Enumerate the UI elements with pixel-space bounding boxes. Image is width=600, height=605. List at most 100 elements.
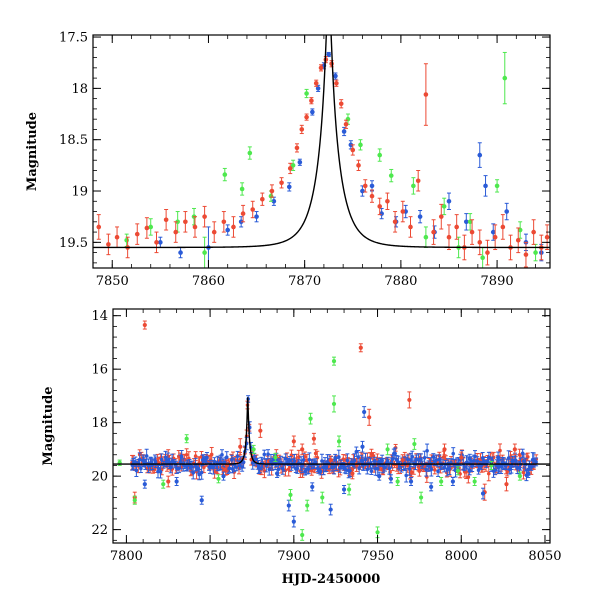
top-data-point <box>221 211 227 233</box>
bottom-band-point <box>278 455 283 469</box>
bottom-data-point <box>331 356 337 366</box>
bottom-data-point <box>238 438 243 456</box>
top-data-point <box>154 231 159 254</box>
top-data-point <box>290 159 296 171</box>
top-data-point <box>254 211 259 223</box>
bottom-data-point <box>377 471 382 481</box>
top-data-point <box>338 99 344 109</box>
bottom-band-point <box>404 468 409 483</box>
top-data-point <box>334 79 339 87</box>
top-data-point <box>446 192 452 210</box>
top-data-point <box>502 51 508 105</box>
top-panel-data <box>93 35 550 268</box>
bottom-band-point <box>424 462 429 477</box>
bottom-panel-ticks: 7800 7850 7900 7950 8000 8050 14 16 18 20 22 <box>91 309 562 564</box>
top-data-point <box>477 229 483 256</box>
bottom-band-point <box>424 470 429 483</box>
bottom-data-point <box>358 343 363 353</box>
top-data-point <box>523 241 529 268</box>
top-panel-frame <box>92 34 551 269</box>
top-data-point <box>318 64 324 72</box>
bottom-data-point <box>288 489 293 501</box>
bottom-x-tick-label: 7900 <box>277 549 310 564</box>
top-data-point <box>358 139 363 151</box>
top-x-tick-label: 7870 <box>288 274 321 289</box>
bottom-y-axis-title: Magnitude <box>41 386 56 465</box>
bottom-data-point <box>308 412 313 425</box>
bottom-data-point <box>395 476 400 487</box>
bottom-band-point <box>295 462 300 474</box>
top-data-point <box>287 162 293 175</box>
bottom-band-point <box>425 443 430 458</box>
top-data-point <box>480 246 485 268</box>
bottom-data-point <box>341 485 347 495</box>
top-data-point <box>304 88 309 99</box>
bottom-data-point <box>407 391 412 409</box>
top-data-point <box>299 124 305 135</box>
top-data-point <box>485 239 490 266</box>
top-data-point <box>225 224 230 236</box>
top-data-point <box>96 214 102 240</box>
bottom-data-point <box>258 423 263 438</box>
top-data-point <box>313 79 319 87</box>
top-data-point <box>304 113 309 121</box>
top-x-tick-label: 7890 <box>481 274 514 289</box>
top-data-point <box>124 233 129 247</box>
top-data-point <box>463 213 469 231</box>
bottom-data-point <box>310 482 315 492</box>
top-data-point <box>515 227 521 254</box>
bottom-band-point <box>153 456 158 469</box>
top-data-point <box>341 126 347 137</box>
bottom-data-point <box>417 464 422 477</box>
top-data-point <box>377 197 383 216</box>
bottom-data-point <box>142 479 147 489</box>
top-data-point <box>438 203 444 230</box>
bottom-data-point <box>418 491 424 504</box>
top-data-point <box>417 210 423 224</box>
top-data-point <box>202 236 207 268</box>
bottom-data-point <box>331 395 337 413</box>
top-x-tick-label: 7880 <box>384 274 417 289</box>
top-data-point <box>350 144 356 156</box>
bottom-data-point <box>286 499 291 512</box>
bottom-band-point <box>144 448 149 464</box>
top-data-point <box>192 216 198 238</box>
bottom-data-point <box>199 495 204 505</box>
bottom-model-curve <box>113 397 550 465</box>
top-data-point <box>362 179 368 193</box>
top-data-point <box>408 216 413 238</box>
top-data-point <box>400 200 406 223</box>
bottom-data-point <box>132 495 137 505</box>
top-data-point <box>494 179 500 193</box>
bottom-x-tick-label: 7850 <box>194 549 227 564</box>
bottom-data-point <box>400 454 405 466</box>
bottom-panel-data <box>113 320 550 541</box>
bottom-data-point <box>360 440 365 453</box>
bottom-y-tick-label: 20 <box>91 470 108 485</box>
bottom-data-point <box>385 443 390 456</box>
top-panel: 7850 7860 7870 7880 7890 17.5 18 18.5 19 19.5 Mag… <box>25 31 551 289</box>
bottom-y-tick-label: 22 <box>91 523 108 538</box>
bottom-data-point <box>166 475 171 488</box>
bottom-data-point <box>216 474 221 484</box>
bottom-data-point <box>336 435 342 448</box>
top-data-point <box>392 211 398 233</box>
top-data-point <box>377 148 383 162</box>
bottom-data-point <box>450 476 455 487</box>
bottom-data-point <box>291 435 296 448</box>
bottom-data-point <box>174 476 179 487</box>
bottom-data-point <box>221 471 226 481</box>
top-data-point <box>343 119 349 129</box>
bottom-band-point <box>191 466 196 480</box>
bottom-band-point <box>426 460 431 472</box>
top-data-point <box>369 180 375 192</box>
top-data-point <box>423 63 429 126</box>
top-data-point <box>202 205 207 228</box>
bottom-data-point <box>480 487 486 500</box>
bottom-data-point <box>367 408 372 426</box>
top-data-point <box>294 143 300 153</box>
top-data-point <box>144 217 150 239</box>
bottom-data-point <box>495 451 501 464</box>
top-data-point <box>431 219 436 245</box>
